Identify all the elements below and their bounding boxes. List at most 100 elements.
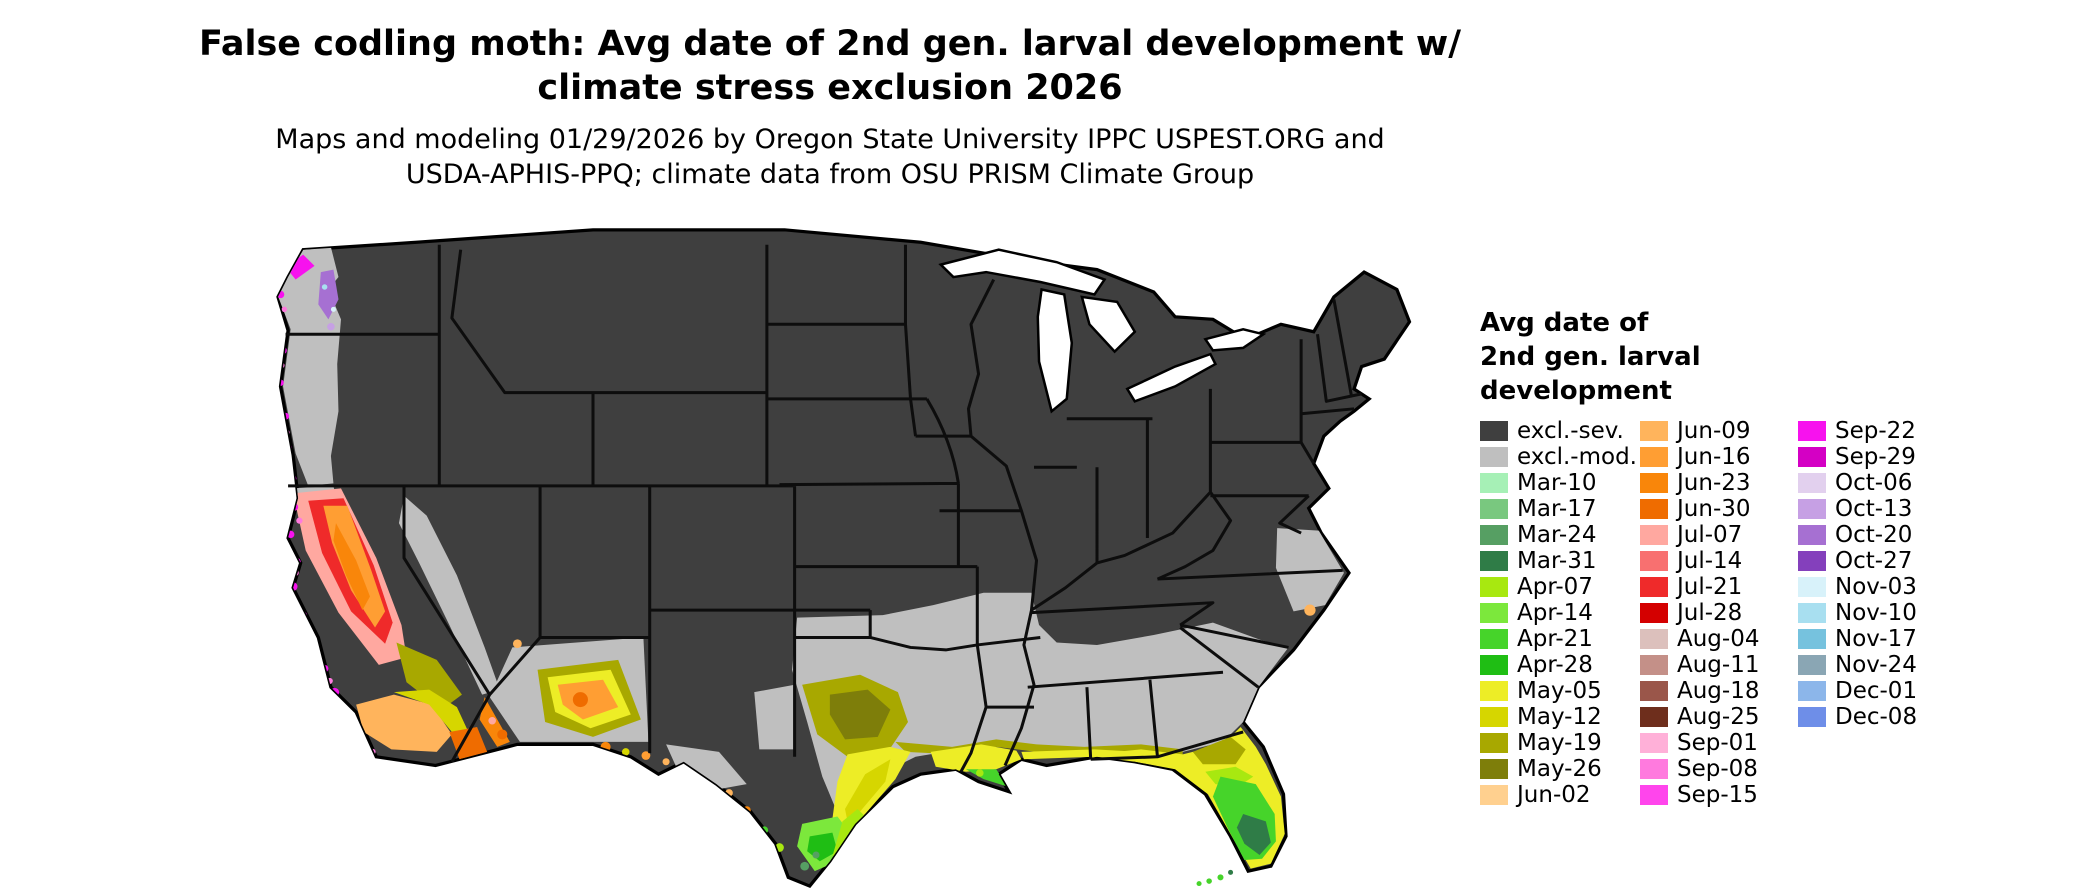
region-la-chartreuse-dot — [976, 769, 984, 777]
legend-swatch — [1640, 603, 1668, 623]
subtitle-line-1: Maps and modeling 01/29/2026 by Oregon S… — [275, 124, 1385, 155]
region-tx-darkolive — [829, 689, 891, 740]
region-puget-blue-dot — [321, 284, 328, 290]
legend-item-label: Jun-02 — [1517, 782, 1591, 808]
legend-item: Oct-20 — [1798, 522, 1948, 548]
legend-item: Sep-01 — [1640, 730, 1798, 756]
legend-item-label: Mar-24 — [1517, 522, 1597, 548]
legend-item-label: Apr-28 — [1517, 652, 1593, 678]
legend-item: Sep-15 — [1640, 782, 1798, 808]
legend-swatch — [1480, 551, 1508, 571]
great-lakes — [938, 248, 1267, 414]
legend-title-line-3: development — [1480, 376, 1672, 406]
legend-item-label: Dec-08 — [1835, 704, 1918, 730]
legend-item: Oct-27 — [1798, 548, 1948, 574]
model-regions — [278, 247, 1344, 872]
legend-swatch — [1480, 525, 1508, 545]
legend-item: Sep-08 — [1640, 756, 1798, 782]
legend-item-label: Apr-07 — [1517, 574, 1593, 600]
legend-item-label: May-12 — [1517, 704, 1602, 730]
legend-item-label: Dec-01 — [1835, 678, 1918, 704]
legend-item-label: Oct-06 — [1835, 470, 1913, 496]
region-socal-yellow — [393, 689, 470, 735]
legend-item: Apr-07 — [1480, 574, 1640, 600]
legend-item-label: May-05 — [1517, 678, 1602, 704]
legend-item-label: Oct-27 — [1835, 548, 1913, 574]
legend-item-label: Jun-30 — [1677, 496, 1751, 522]
legend-item-label: Nov-10 — [1835, 600, 1917, 626]
legend-item: Mar-31 — [1480, 548, 1640, 574]
legend-swatch — [1640, 447, 1668, 467]
legend-item-label: Oct-20 — [1835, 522, 1913, 548]
region-puget-paleblue-dot — [330, 306, 336, 312]
legend-item: Apr-21 — [1480, 626, 1640, 652]
legend-item-label: Jul-21 — [1677, 574, 1743, 600]
legend-item-label: Apr-21 — [1517, 626, 1593, 652]
legend-item: Aug-18 — [1640, 678, 1798, 704]
legend-item: Dec-01 — [1798, 678, 1948, 704]
florida-keys-specks — [1196, 869, 1234, 887]
region-yuma-orange — [497, 729, 508, 740]
region-senm-gray — [754, 684, 795, 750]
legend-swatch — [1798, 681, 1826, 701]
legend-swatch — [1640, 551, 1668, 571]
legend-item-label: Sep-01 — [1677, 730, 1758, 756]
legend-swatch — [1798, 629, 1826, 649]
legend-item-label: Sep-15 — [1677, 782, 1758, 808]
region-nw-tip-magenta — [285, 254, 315, 280]
legend-swatch — [1798, 499, 1826, 519]
legend-column: Jun-09 Jun-16 Jun-23 Jun-30 Jul-07 Jul-1… — [1640, 418, 1798, 808]
region-sfl-darkgreen — [1236, 813, 1271, 855]
region-eastcoast-gray — [1275, 528, 1344, 612]
legend-swatch — [1480, 577, 1508, 597]
region-az-core — [572, 692, 588, 708]
legend-swatch — [1798, 577, 1826, 597]
legend-swatch — [1640, 473, 1668, 493]
legend-item-label: Nov-17 — [1835, 626, 1917, 652]
legend-swatch — [1640, 421, 1668, 441]
legend-item: Dec-08 — [1798, 704, 1948, 730]
region-wtx-yellow — [621, 748, 630, 756]
legend-swatch — [1480, 733, 1508, 753]
legend-item: Jul-07 — [1640, 522, 1798, 548]
legend-swatch — [1798, 473, 1826, 493]
legend-swatch — [1480, 447, 1508, 467]
legend-column: Sep-22 Sep-29 Oct-06 Oct-13 Oct-20 Oct-2… — [1798, 418, 1948, 730]
legend-item-label: Mar-17 — [1517, 496, 1597, 522]
legend-item-label: Aug-04 — [1677, 626, 1760, 652]
legend-item: May-12 — [1480, 704, 1640, 730]
legend-item: Nov-24 — [1798, 652, 1948, 678]
legend-item-label: Jul-07 — [1677, 522, 1743, 548]
legend-item: Mar-10 — [1480, 470, 1640, 496]
region-mojave-olive — [396, 642, 462, 710]
region-yuma-pink — [488, 717, 496, 725]
legend-item-label: Nov-03 — [1835, 574, 1917, 600]
legend-item: Jun-23 — [1640, 470, 1798, 496]
legend-title-line-1: Avg date of — [1480, 308, 1649, 338]
legend-swatch — [1640, 499, 1668, 519]
legend-swatch — [1798, 707, 1826, 727]
region-sierra-gray — [398, 495, 500, 695]
region-puget-purple-dot — [327, 323, 335, 331]
legend-swatch — [1798, 421, 1826, 441]
legend-swatch — [1640, 785, 1668, 805]
legend-item-label: Jun-09 — [1677, 418, 1751, 444]
legend-item: Oct-06 — [1798, 470, 1948, 496]
legend-item: Aug-11 — [1640, 652, 1798, 678]
legend: Avg date of 2nd gen. larval development … — [1480, 306, 2060, 808]
region-ca-valley-core — [333, 523, 370, 611]
title-line-1: False codling moth: Avg date of 2nd gen.… — [198, 24, 1462, 64]
region-puget-purple — [318, 269, 339, 320]
legend-swatch — [1480, 707, 1508, 727]
lake-erie — [1125, 352, 1218, 403]
lake-michigan — [1036, 287, 1074, 414]
legend-item: Apr-14 — [1480, 600, 1640, 626]
legend-swatch — [1480, 421, 1508, 441]
legend-item: Jul-14 — [1640, 548, 1798, 574]
legend-item-label: May-26 — [1517, 756, 1602, 782]
legend-swatch — [1640, 733, 1668, 753]
legend-swatch — [1640, 655, 1668, 675]
region-bigbend-gray — [666, 744, 747, 790]
state-borders — [285, 244, 1362, 773]
legend-item: excl.-mod. — [1480, 444, 1640, 470]
